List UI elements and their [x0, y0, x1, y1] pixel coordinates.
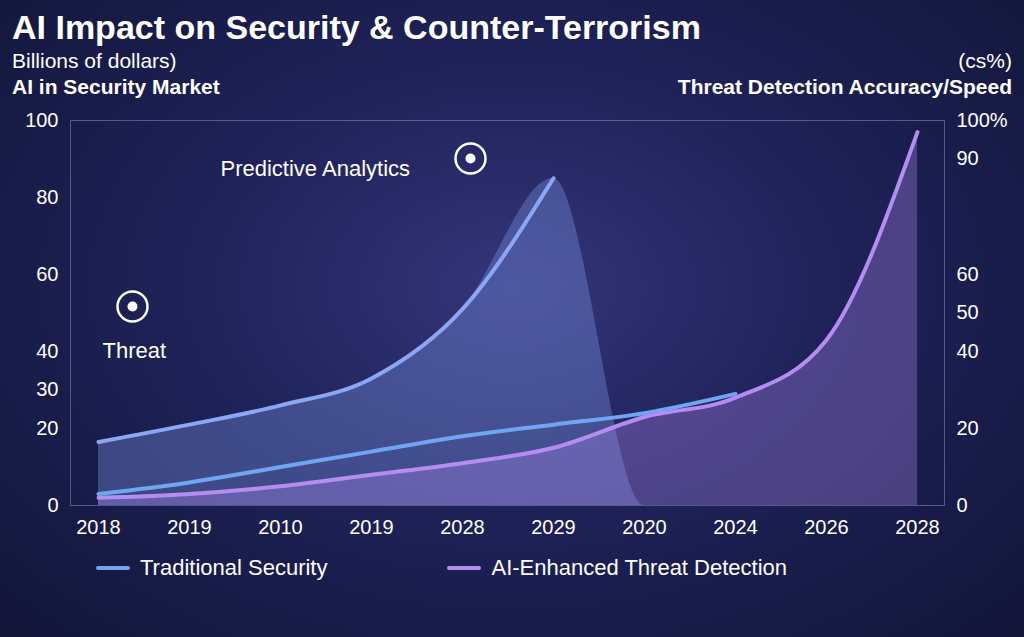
svg-text:2010: 2010	[258, 516, 303, 538]
svg-text:100%: 100%	[957, 109, 1008, 131]
svg-text:0: 0	[957, 494, 968, 516]
svg-text:50: 50	[957, 301, 979, 323]
html-text:Traditional Security: Traditional Security	[140, 555, 328, 580]
svg-text:2026: 2026	[804, 516, 849, 538]
html-text:AI Impact on Security & Counte: AI Impact on Security & Counter-Terroris…	[12, 8, 701, 46]
svg-text:60: 60	[957, 263, 979, 285]
svg-text:2018: 2018	[76, 516, 121, 538]
svg-text:20: 20	[36, 417, 58, 439]
svg-text:2019: 2019	[167, 516, 212, 538]
svg-text:2028: 2028	[895, 516, 940, 538]
svg-text:100: 100	[25, 109, 58, 131]
svg-text:30: 30	[36, 378, 58, 400]
svg-text:2020: 2020	[622, 516, 667, 538]
html-text:(cs%): (cs%)	[958, 49, 1012, 72]
svg-text:2028: 2028	[440, 516, 485, 538]
html-text:Billions of dollars): Billions of dollars)	[12, 49, 177, 72]
svg-text:Threat: Threat	[103, 338, 167, 363]
svg-text:40: 40	[36, 340, 58, 362]
svg-text:2029: 2029	[531, 516, 576, 538]
html-text:AI in Security Market: AI in Security Market	[12, 75, 220, 98]
html-text:Threat Detection Accuracy/Spee: Threat Detection Accuracy/Speed	[677, 75, 1012, 98]
svg-text:2019: 2019	[349, 516, 394, 538]
svg-text:0: 0	[47, 494, 58, 516]
svg-text:40: 40	[957, 340, 979, 362]
html-text:AI-Enhanced Threat Detection: AI-Enhanced Threat Detection	[491, 555, 787, 580]
svg-text:90: 90	[957, 147, 979, 169]
svg-text:80: 80	[36, 186, 58, 208]
svg-text:Predictive Analytics: Predictive Analytics	[221, 156, 411, 181]
svg-text:20: 20	[957, 417, 979, 439]
svg-text:2024: 2024	[713, 516, 758, 538]
svg-text:60: 60	[36, 263, 58, 285]
